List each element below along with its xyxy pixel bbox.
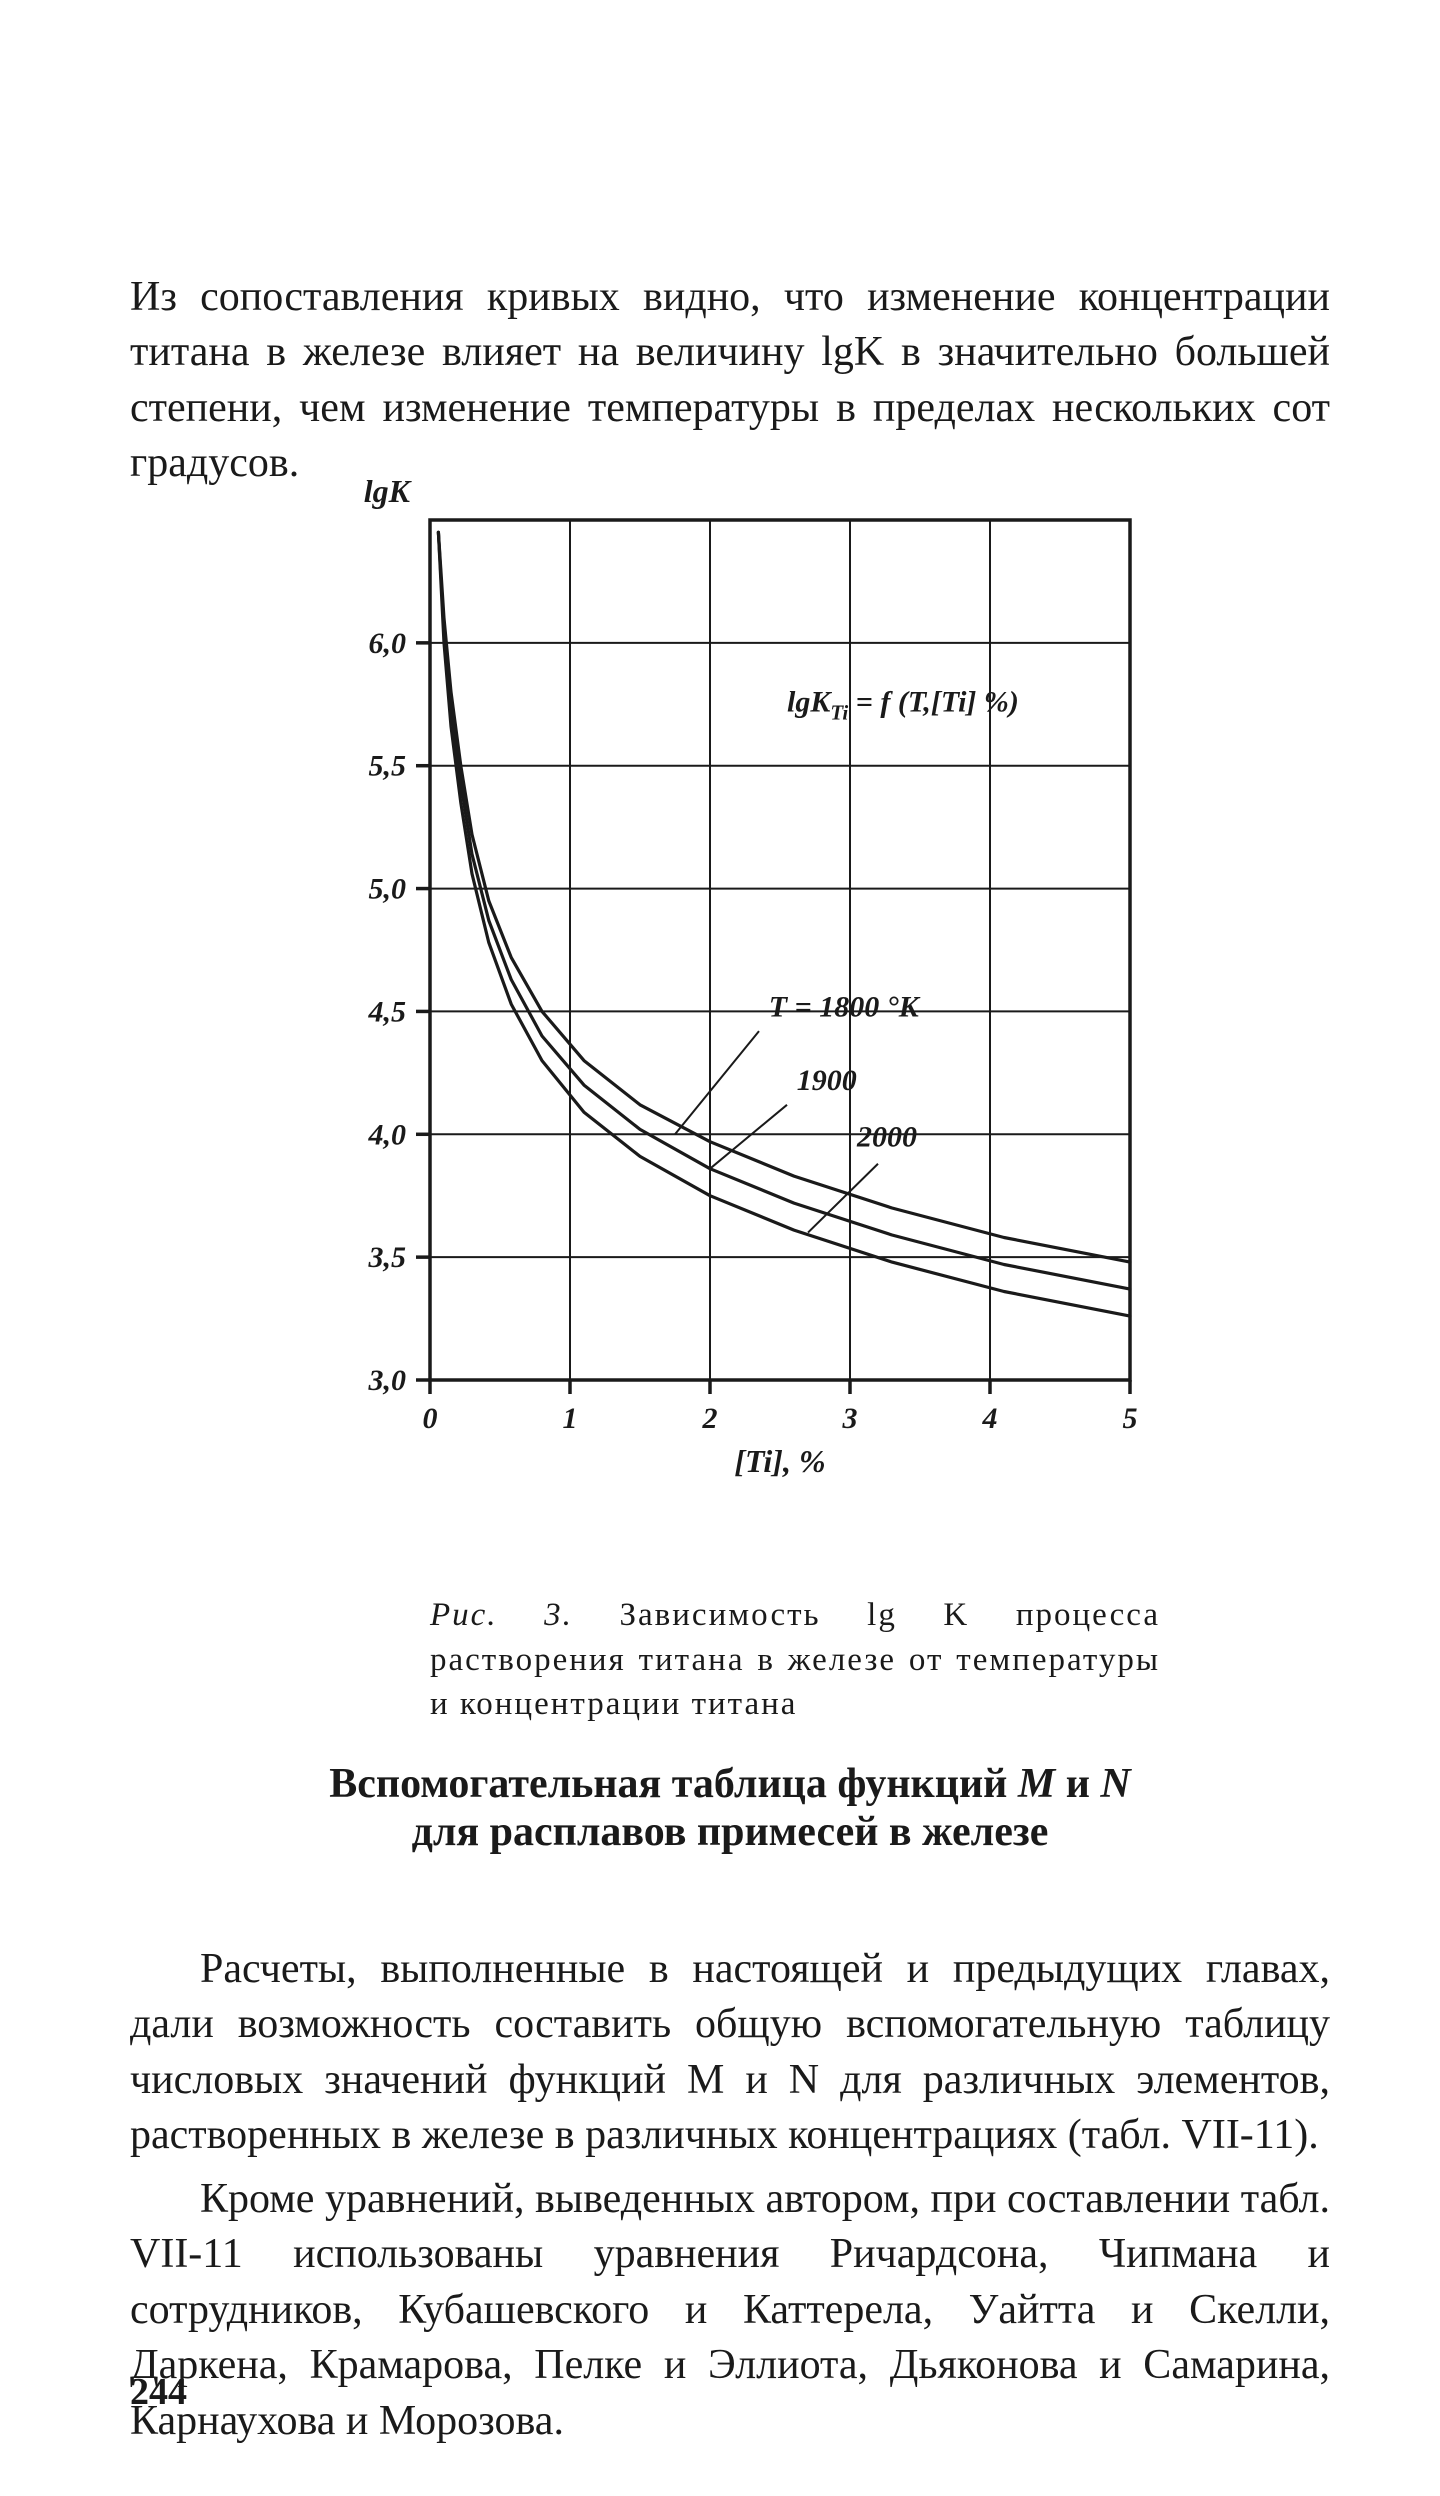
svg-text:3,0: 3,0 <box>368 1364 407 1397</box>
svg-text:2000: 2000 <box>856 1121 917 1154</box>
page-number: 244 <box>130 2370 187 2414</box>
intro-paragraph: Из сопоставления кривых видно, что измен… <box>130 270 1330 492</box>
figure-number: Рис. 3. <box>430 1597 573 1633</box>
svg-text:3: 3 <box>842 1402 858 1435</box>
heading-and: и <box>1055 1761 1100 1807</box>
heading-text-1: Вспомогательная таблица функций <box>329 1761 1018 1807</box>
svg-text:[Ti], %: [Ti], % <box>734 1443 825 1479</box>
svg-text:4,0: 4,0 <box>368 1118 407 1151</box>
heading-text-2: для расплавов примесей в железе <box>130 1808 1330 1856</box>
lgk-chart: 0 1 2 3 4 5 3,0 3,5 4,0 4,5 5,0 5,5 6,0 [Ti], % lgK T =… <box>300 460 1180 1520</box>
page: Из сопоставления кривых видно, что измен… <box>0 0 1440 2496</box>
svg-text:lgK: lgK <box>364 473 413 509</box>
svg-text:5: 5 <box>1123 1402 1138 1435</box>
svg-text:5,5: 5,5 <box>369 750 407 783</box>
svg-text:3,5: 3,5 <box>368 1241 407 1274</box>
svg-text:2: 2 <box>702 1402 718 1435</box>
svg-text:1900: 1900 <box>797 1064 857 1097</box>
svg-text:4,5: 4,5 <box>368 995 407 1028</box>
heading-symbol-m: M <box>1018 1761 1055 1807</box>
svg-text:5,0: 5,0 <box>369 873 407 906</box>
body-paragraph-2: Кроме уравнений, выведенных автором, при… <box>130 2172 1330 2449</box>
svg-text:4: 4 <box>982 1402 998 1435</box>
section-heading: Вспомогательная таблица функций M и N дл… <box>130 1760 1330 1856</box>
svg-text:1: 1 <box>563 1402 578 1435</box>
svg-text:0: 0 <box>423 1402 438 1435</box>
figure-caption: Рис. 3. Зависимость lg K процесса раство… <box>430 1593 1160 1727</box>
body-paragraph-1: Расчеты, выполненные в настоящей и преды… <box>130 1942 1330 2164</box>
svg-text:T = 1800 °K: T = 1800 °K <box>769 990 921 1023</box>
svg-text:6,0: 6,0 <box>369 627 407 660</box>
heading-symbol-n: N <box>1100 1761 1130 1807</box>
